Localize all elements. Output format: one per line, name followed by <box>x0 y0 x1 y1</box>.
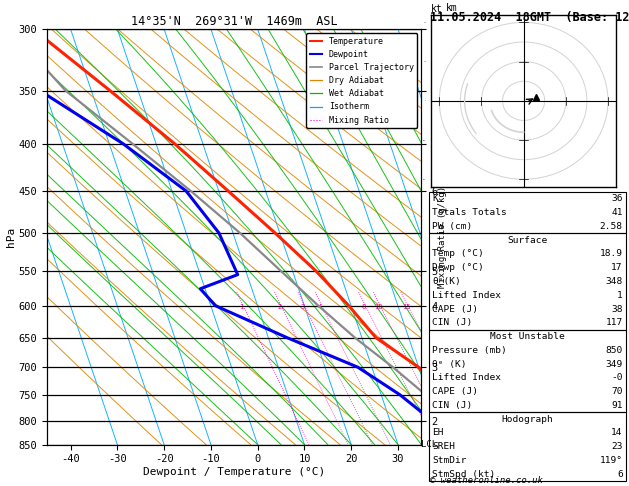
Text: PW (cm): PW (cm) <box>432 222 472 231</box>
Text: 1: 1 <box>617 291 623 300</box>
Text: 10: 10 <box>374 304 383 311</box>
Text: 4: 4 <box>318 304 322 311</box>
Text: 15: 15 <box>402 304 410 311</box>
Text: © weatheronline.co.uk: © weatheronline.co.uk <box>430 475 542 485</box>
Text: Lifted Index: Lifted Index <box>432 291 501 300</box>
Text: 11.05.2024  18GMT  (Base: 12): 11.05.2024 18GMT (Base: 12) <box>430 11 629 24</box>
Text: 38: 38 <box>611 305 623 313</box>
Text: 70: 70 <box>611 387 623 396</box>
Text: SREH: SREH <box>432 442 455 451</box>
Text: 3: 3 <box>301 304 305 311</box>
Text: 348: 348 <box>606 277 623 286</box>
Text: 349: 349 <box>606 360 623 368</box>
Title: 14°35'N  269°31'W  1469m  ASL: 14°35'N 269°31'W 1469m ASL <box>131 15 338 28</box>
Text: 36: 36 <box>611 194 623 203</box>
Text: 91: 91 <box>611 401 623 410</box>
Text: Most Unstable: Most Unstable <box>490 332 565 341</box>
Text: Dewp (°C): Dewp (°C) <box>432 263 484 272</box>
Text: Totals Totals: Totals Totals <box>432 208 507 217</box>
Text: 8: 8 <box>362 304 366 311</box>
Text: 6: 6 <box>617 470 623 479</box>
Text: Surface: Surface <box>508 236 547 244</box>
Text: 117: 117 <box>606 318 623 327</box>
Text: θᵉ (K): θᵉ (K) <box>432 360 467 368</box>
Text: Lifted Index: Lifted Index <box>432 373 501 382</box>
Text: Temp (°C): Temp (°C) <box>432 249 484 259</box>
Text: θᵉ(K): θᵉ(K) <box>432 277 461 286</box>
Text: EH: EH <box>432 429 443 437</box>
Text: 850: 850 <box>606 346 623 355</box>
Text: CIN (J): CIN (J) <box>432 401 472 410</box>
Text: CAPE (J): CAPE (J) <box>432 305 478 313</box>
Text: 2.58: 2.58 <box>599 222 623 231</box>
Text: Mixing Ratio (g/kg): Mixing Ratio (g/kg) <box>438 186 447 288</box>
Text: -0: -0 <box>611 373 623 382</box>
Y-axis label: km
ASL: km ASL <box>443 3 460 25</box>
Text: 2: 2 <box>277 304 282 311</box>
Text: 1: 1 <box>240 304 244 311</box>
Text: K: K <box>432 194 438 203</box>
Text: 119°: 119° <box>599 456 623 465</box>
Text: Pressure (mb): Pressure (mb) <box>432 346 507 355</box>
Text: StmSpd (kt): StmSpd (kt) <box>432 470 496 479</box>
Text: LCL: LCL <box>421 440 438 449</box>
Text: 17: 17 <box>611 263 623 272</box>
Text: CAPE (J): CAPE (J) <box>432 387 478 396</box>
Text: Hodograph: Hodograph <box>501 415 554 424</box>
Text: 41: 41 <box>611 208 623 217</box>
Text: 14: 14 <box>611 429 623 437</box>
Text: StmDir: StmDir <box>432 456 467 465</box>
Text: kt: kt <box>431 4 443 14</box>
Text: 23: 23 <box>611 442 623 451</box>
Y-axis label: hPa: hPa <box>6 227 16 247</box>
Text: 18.9: 18.9 <box>599 249 623 259</box>
Text: CIN (J): CIN (J) <box>432 318 472 327</box>
X-axis label: Dewpoint / Temperature (°C): Dewpoint / Temperature (°C) <box>143 467 325 477</box>
Legend: Temperature, Dewpoint, Parcel Trajectory, Dry Adiabat, Wet Adiabat, Isotherm, Mi: Temperature, Dewpoint, Parcel Trajectory… <box>306 34 417 128</box>
